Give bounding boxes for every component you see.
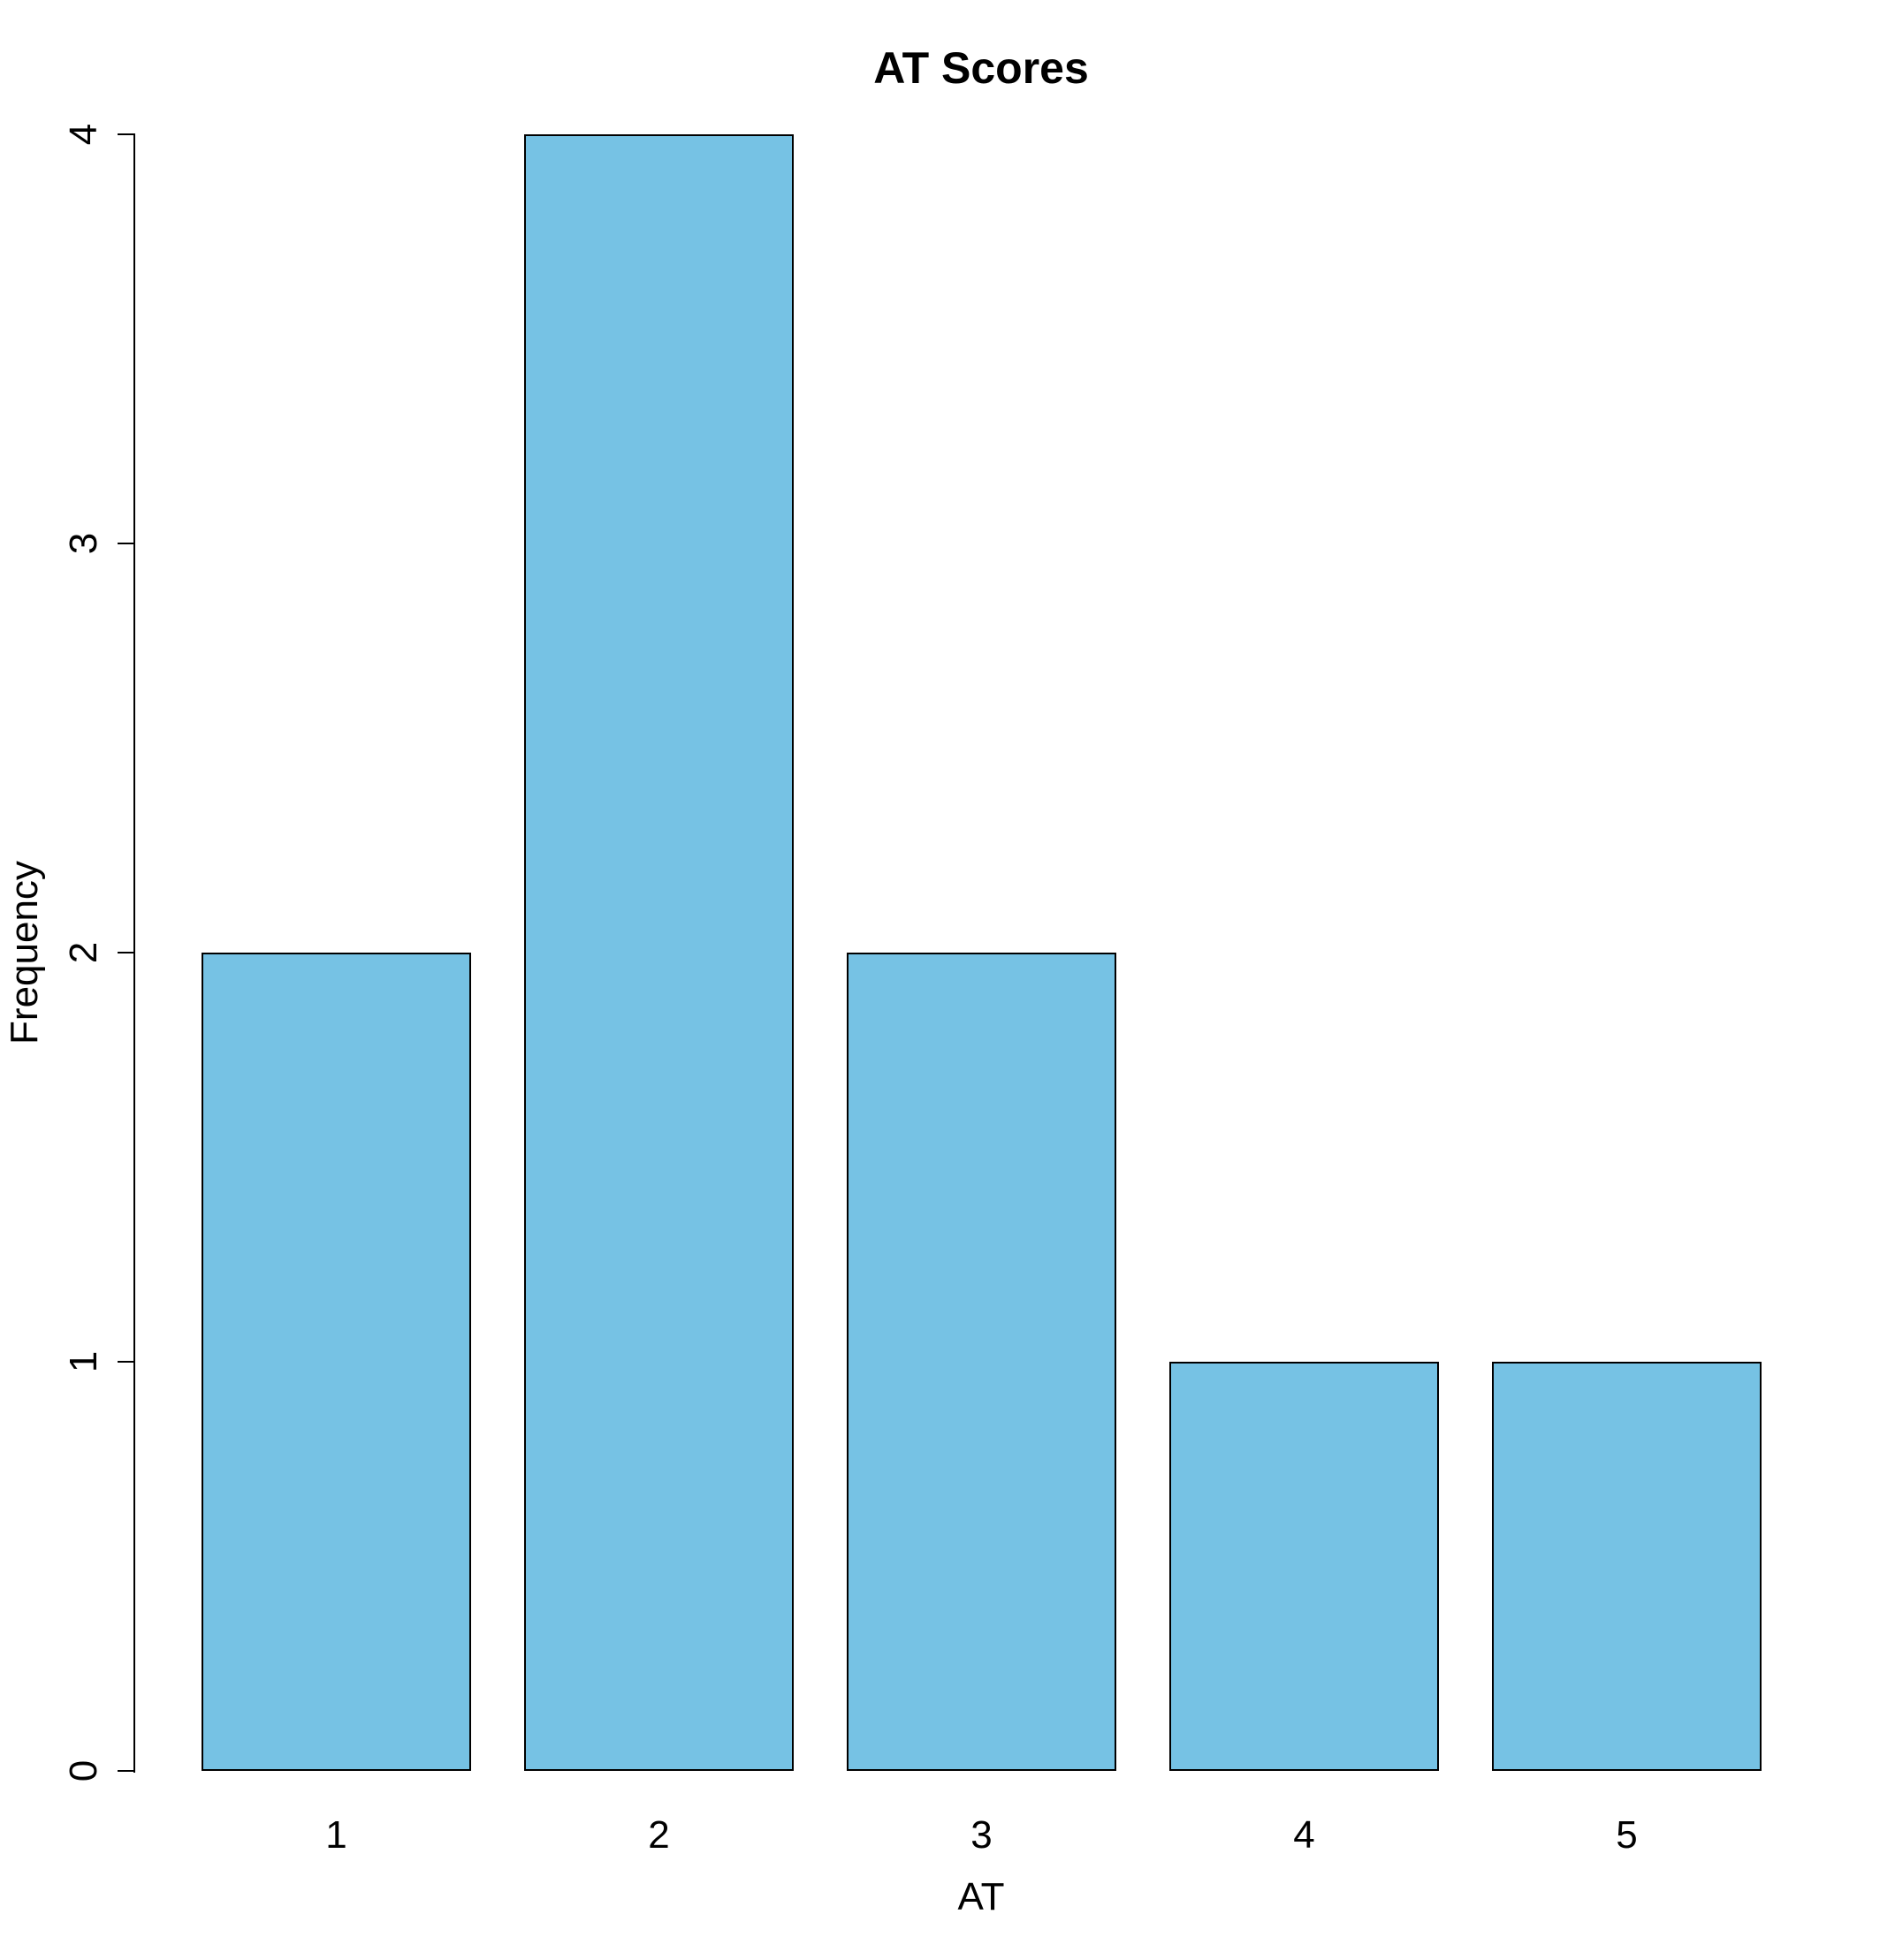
y-axis-tick-mark [118, 543, 135, 544]
y-axis-tick-mark [118, 133, 135, 135]
bar-category-1 [202, 953, 471, 1771]
y-axis-tick-mark [118, 952, 135, 953]
y-axis-tick-label: 4 [62, 123, 105, 146]
y-axis-tick-mark [118, 1770, 135, 1772]
x-axis-tick-label: 4 [1293, 1813, 1315, 1857]
chart-title: AT Scores [873, 43, 1089, 93]
y-axis-tick-label: 3 [62, 532, 105, 555]
x-axis-tick-label: 2 [648, 1813, 670, 1857]
x-axis-tick-label: 5 [1616, 1813, 1638, 1857]
bar-category-2 [524, 134, 794, 1771]
y-axis-tick-label: 0 [62, 1759, 105, 1782]
y-axis-line [133, 134, 135, 1773]
bar-category-5 [1492, 1362, 1762, 1771]
y-axis-title: Frequency [3, 861, 46, 1045]
bar-category-4 [1169, 1362, 1439, 1771]
y-axis-tick-label: 1 [62, 1350, 105, 1373]
x-axis-title: AT [957, 1875, 1005, 1918]
y-axis-tick-mark [118, 1361, 135, 1363]
x-axis-tick-label: 1 [325, 1813, 347, 1857]
y-axis-tick-label: 2 [62, 941, 105, 964]
x-axis-tick-label: 3 [970, 1813, 993, 1857]
bar-category-3 [847, 953, 1116, 1771]
